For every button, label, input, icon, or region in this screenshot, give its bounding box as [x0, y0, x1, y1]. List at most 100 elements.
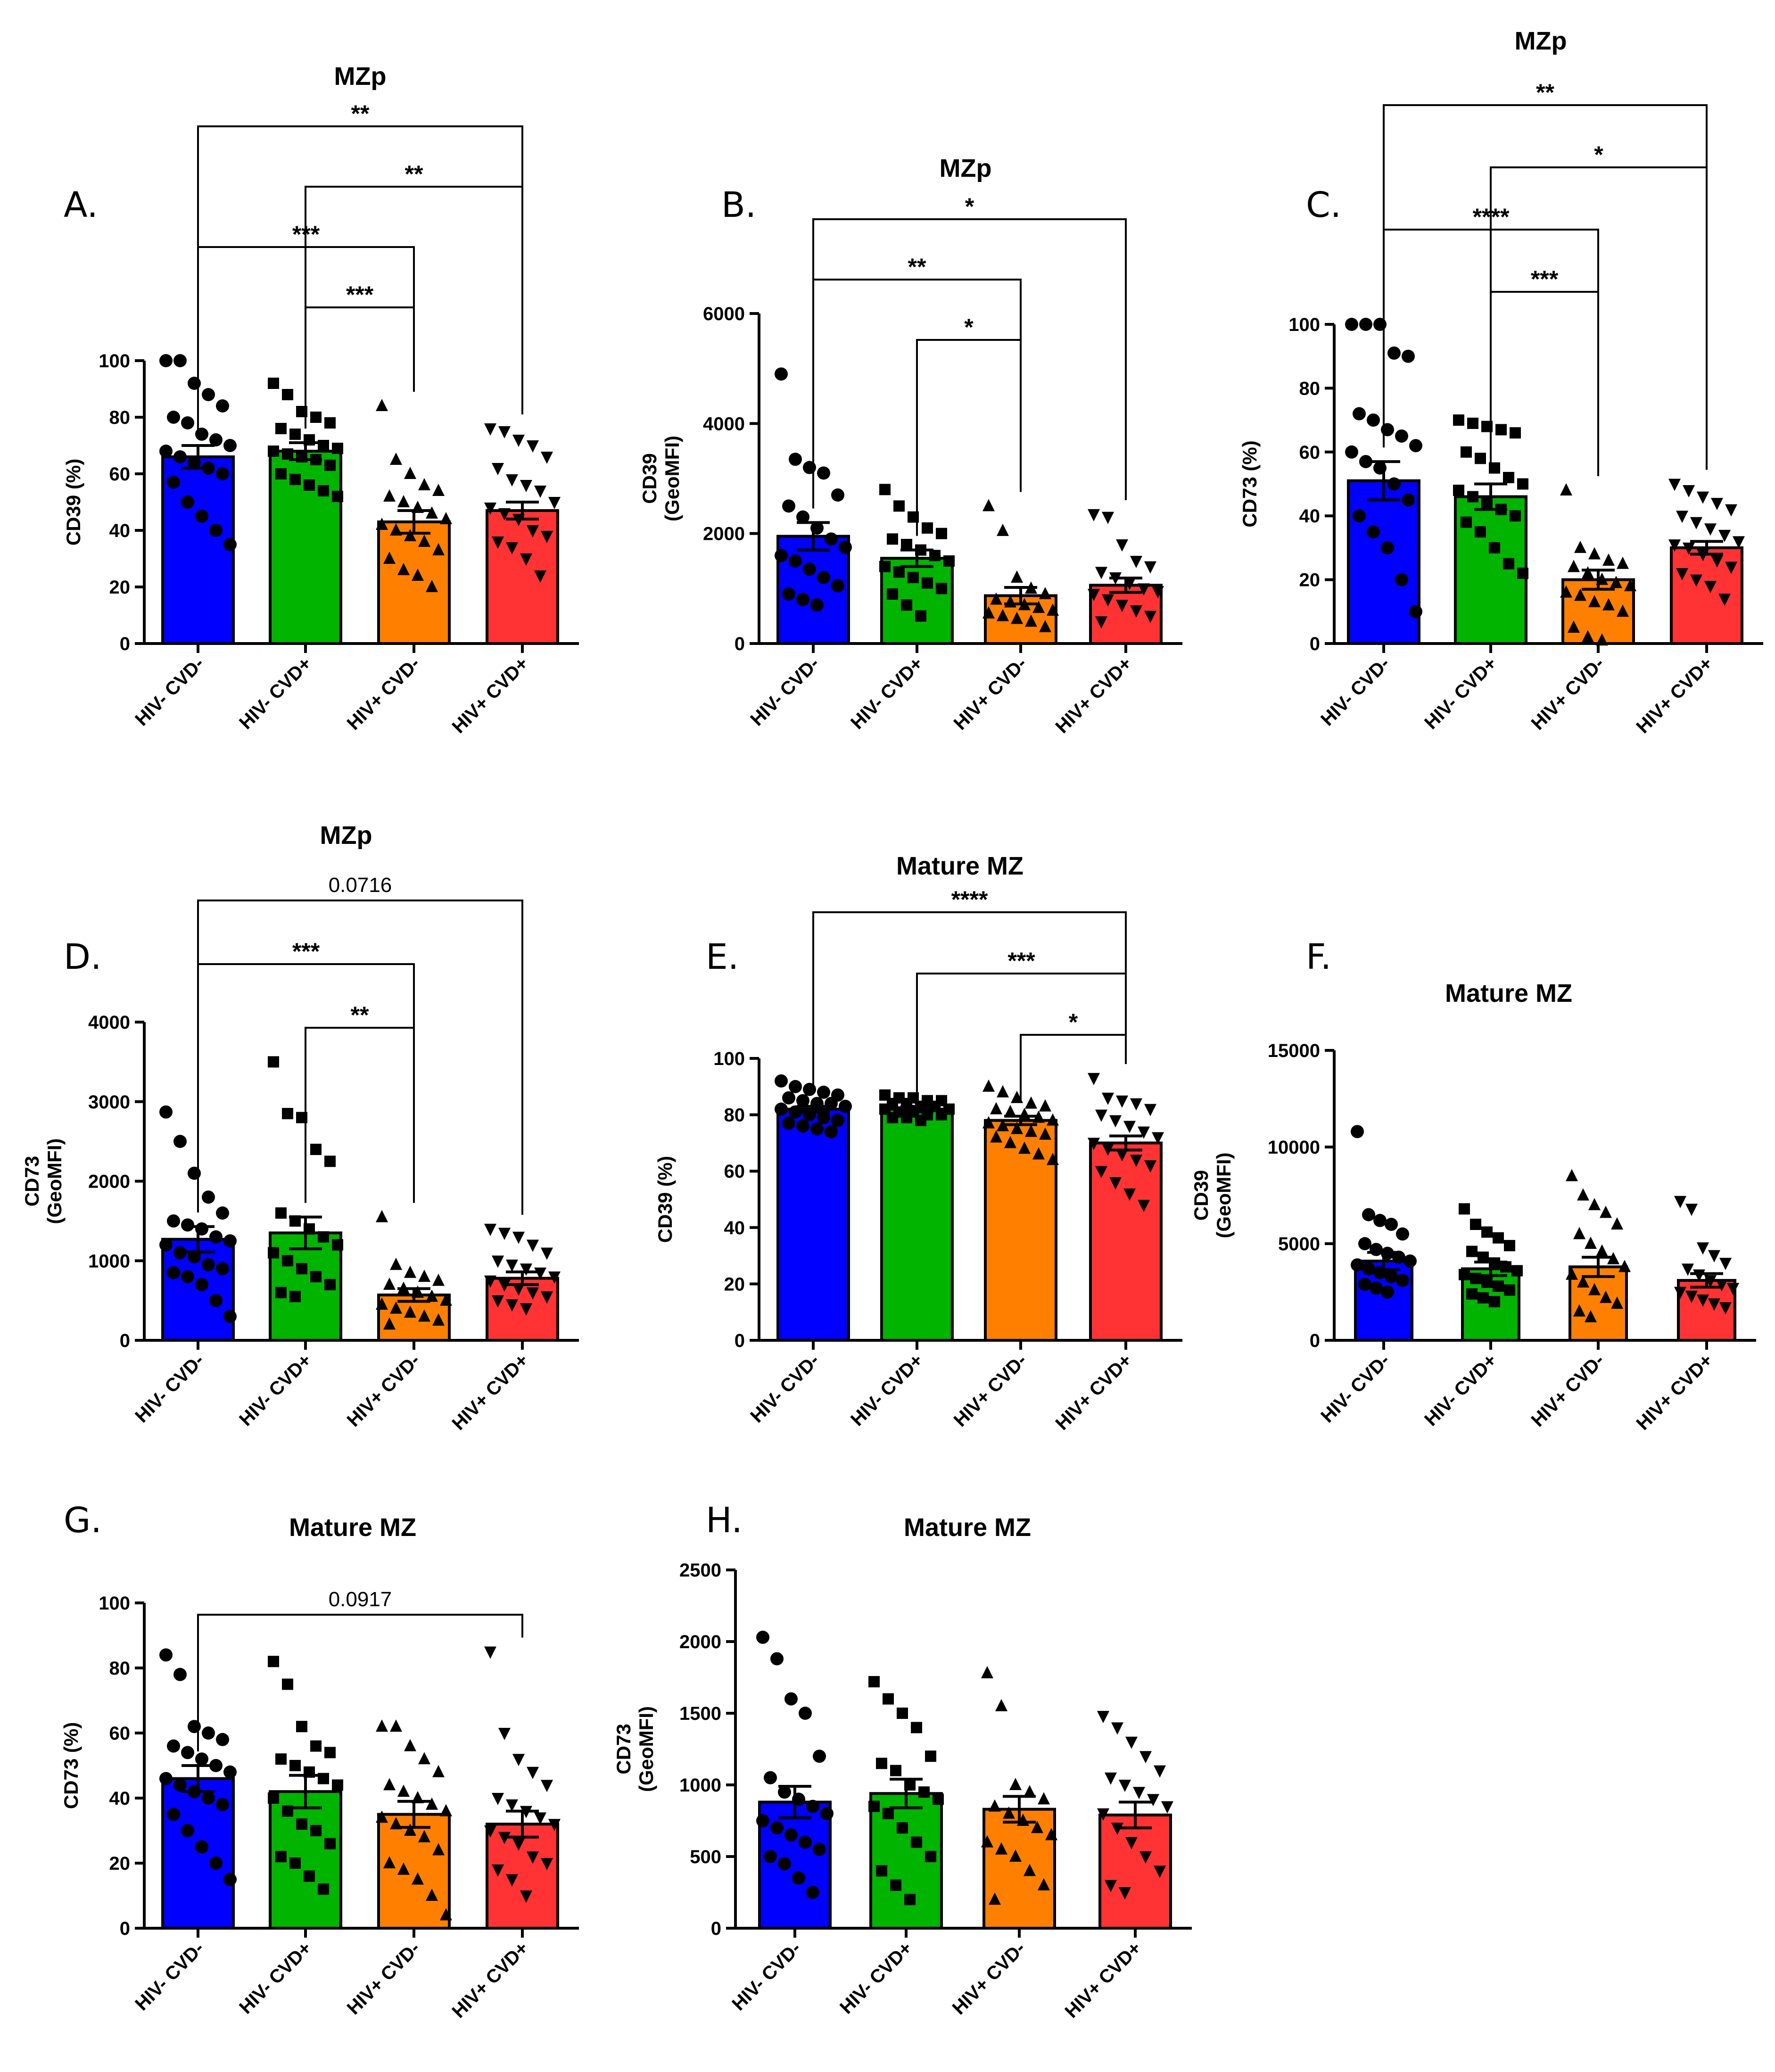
- data-point: [223, 538, 237, 551]
- data-point: [784, 1828, 798, 1842]
- data-point: [989, 1892, 1001, 1905]
- data-point: [332, 491, 343, 502]
- data-point: [1618, 1260, 1631, 1272]
- data-point: [173, 1246, 187, 1260]
- data-point: [1718, 594, 1731, 606]
- x-tick-label: HIV+ CVD+: [1051, 1350, 1136, 1434]
- data-point: [1489, 1296, 1500, 1307]
- data-point: [167, 411, 180, 424]
- significance-label: ***: [292, 221, 320, 248]
- data-point: [1409, 605, 1422, 619]
- data-point: [167, 1739, 180, 1753]
- data-point: [383, 1317, 396, 1330]
- data-point: [1119, 1887, 1131, 1899]
- data-point: [432, 1843, 445, 1856]
- data-point: [901, 599, 912, 611]
- data-point: [216, 467, 229, 480]
- data-point: [432, 484, 445, 496]
- y-tick-label: 2500: [679, 1560, 721, 1581]
- data-point: [498, 426, 511, 438]
- data-point: [1032, 601, 1045, 613]
- data-point: [506, 1259, 518, 1272]
- significance-bracket: [812, 218, 1127, 509]
- y-tick-label: 4000: [88, 1012, 130, 1033]
- data-point: [173, 1778, 187, 1792]
- y-axis-label: CD39(GeoMFI): [638, 436, 683, 521]
- data-point: [1088, 1138, 1100, 1150]
- y-tick-label: 40: [109, 520, 131, 541]
- y-tick-label: 20: [109, 577, 131, 598]
- data-point: [1130, 556, 1142, 568]
- data-point: [1003, 1806, 1015, 1819]
- data-point: [1624, 579, 1636, 592]
- data-point: [1503, 471, 1514, 483]
- y-axis-label-line: (GeoMFI): [635, 1706, 657, 1792]
- data-point: [887, 533, 898, 545]
- data-point: [1716, 1279, 1728, 1292]
- data-point: [1144, 1104, 1156, 1116]
- data-point: [492, 1864, 504, 1877]
- data-point: [1517, 478, 1528, 490]
- y-tick-label: 20: [1299, 570, 1321, 591]
- data-point: [1358, 1237, 1371, 1250]
- x-tick-label: HIV+ CVD-: [950, 1350, 1031, 1431]
- data-point: [1109, 1177, 1122, 1190]
- data-point: [1138, 1126, 1150, 1139]
- data-point: [324, 1279, 336, 1290]
- data-point: [216, 1733, 229, 1746]
- panel-c: C. MZp 0 20 40 60 80 100 CD73 (%) HIV- CVD- HIV- C…: [1238, 27, 1763, 737]
- data-point: [1602, 553, 1615, 566]
- chart-title: Mature MZ: [289, 1513, 416, 1542]
- panel-letter: B.: [721, 185, 756, 225]
- data-point: [520, 480, 532, 492]
- data-point: [982, 499, 995, 512]
- significance-label: 0.0917: [329, 1588, 392, 1611]
- data-point: [216, 399, 229, 413]
- data-point: [1588, 547, 1601, 560]
- y-tick-label: 3000: [88, 1092, 130, 1113]
- data-point: [376, 1810, 388, 1823]
- data-point: [223, 1234, 237, 1248]
- data-point: [1611, 1296, 1623, 1309]
- y-tick-label: 60: [1299, 442, 1321, 463]
- data-point: [1704, 581, 1717, 594]
- panel-letter: G.: [64, 1500, 102, 1541]
- data-point: [1685, 1204, 1698, 1216]
- x-tick-label: HIV+ CVD-: [1527, 653, 1609, 734]
- data-point: [1102, 1143, 1114, 1156]
- significance-label: *: [964, 314, 974, 340]
- data-point: [520, 1303, 532, 1316]
- data-point: [426, 1889, 438, 1901]
- data-point: [282, 1108, 293, 1120]
- data-point: [390, 1257, 402, 1270]
- x-tick-label: HIV+ CVD-: [1527, 1350, 1609, 1431]
- data-point: [1588, 594, 1601, 607]
- y-tick-label: 0: [120, 634, 130, 654]
- data-point: [1381, 541, 1394, 554]
- data-point: [997, 609, 1009, 621]
- data-point: [426, 1289, 438, 1302]
- data-point: [1004, 1105, 1016, 1117]
- data-point: [1690, 574, 1702, 587]
- y-tick-label: 40: [1299, 506, 1321, 527]
- y-axis-label: CD39 (%): [654, 1156, 676, 1243]
- data-point: [1102, 594, 1114, 607]
- data-point: [548, 1271, 561, 1284]
- y-tick-label: 60: [724, 1161, 745, 1182]
- data-point: [318, 1883, 329, 1895]
- data-point: [1039, 1099, 1051, 1112]
- significance-bracket: [305, 1027, 415, 1203]
- data-point: [520, 553, 532, 566]
- y-tick-label: 60: [109, 464, 131, 485]
- data-point: [775, 367, 788, 381]
- data-point: [310, 1271, 322, 1282]
- data-point: [534, 486, 546, 498]
- x-tick-label: HIV+ CVD+: [448, 1350, 532, 1434]
- data-point: [418, 1752, 430, 1765]
- data-point: [195, 1278, 208, 1291]
- y-axis-label-line: CD39 (%): [62, 459, 84, 545]
- data-point: [1353, 407, 1366, 421]
- significance-label: 0.0716: [329, 874, 392, 897]
- data-point: [1047, 1113, 1059, 1126]
- data-point: [195, 1840, 208, 1854]
